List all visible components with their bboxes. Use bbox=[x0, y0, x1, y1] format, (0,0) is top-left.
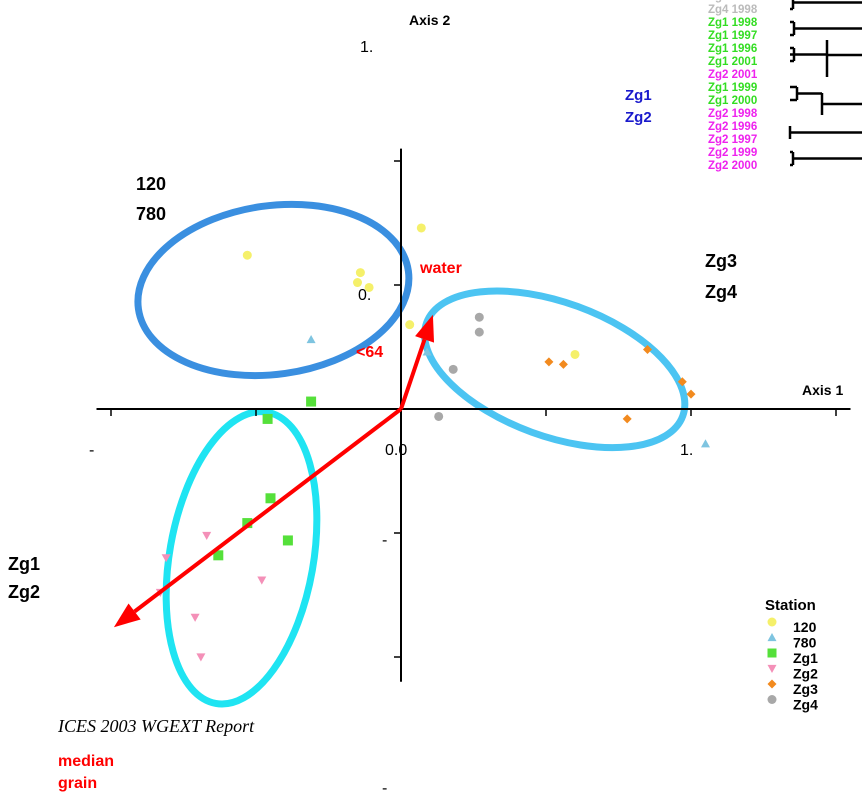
legend-marker bbox=[767, 679, 777, 689]
vector-arrowhead bbox=[415, 314, 435, 343]
legend-label: Zg4 bbox=[793, 697, 818, 713]
point-780 bbox=[701, 439, 710, 448]
dendrogram-leaf-label: Zg1 1999 bbox=[708, 82, 757, 94]
y-axis-title: Axis 2 bbox=[409, 12, 450, 28]
dendrogram-leaf-label: Zg2 1999 bbox=[708, 147, 757, 159]
vector-label-median-line1: median bbox=[58, 753, 114, 770]
dendrogram-leaf-label: Zg1 2000 bbox=[708, 95, 757, 107]
dendrogram-leaf-label: Zg4 1996 bbox=[708, 0, 757, 3]
group-label-zg4: Zg4 bbox=[705, 282, 737, 302]
dendrogram-leaf-label: Zg2 2000 bbox=[708, 160, 757, 172]
point-zg1 bbox=[262, 413, 273, 424]
cluster-label-zg2: Zg2 bbox=[625, 109, 652, 126]
group-label-120: 120 bbox=[136, 174, 166, 194]
dendrogram-leaf-label: Zg2 1996 bbox=[708, 121, 757, 133]
dendrogram-leaf-label: Zg2 2001 bbox=[708, 69, 758, 81]
group-ellipse bbox=[162, 408, 321, 708]
x-tick-label: 0.0 bbox=[385, 442, 407, 459]
point-zg2 bbox=[190, 613, 200, 622]
environmental-vectors bbox=[113, 314, 435, 628]
group-label-zg2: Zg2 bbox=[8, 582, 40, 602]
point-zg2 bbox=[196, 653, 206, 662]
annotation-lt64: <64 bbox=[356, 344, 383, 361]
point-zg3 bbox=[677, 377, 687, 387]
point-zg4 bbox=[448, 364, 458, 374]
vector-line bbox=[399, 338, 427, 410]
vector-arrowhead bbox=[113, 603, 141, 628]
dendrogram-leaf-label: Zg1 1996 bbox=[708, 43, 757, 55]
point-780 bbox=[422, 347, 432, 356]
y-tick-label: - bbox=[382, 532, 387, 549]
y-tick-label: - bbox=[382, 780, 387, 797]
point-120 bbox=[405, 320, 415, 330]
point-120 bbox=[416, 223, 426, 233]
point-zg1 bbox=[265, 493, 276, 504]
group-ellipse bbox=[134, 200, 413, 380]
point-zg2 bbox=[202, 531, 212, 540]
point-780 bbox=[306, 335, 316, 344]
group-label-zg3: Zg3 bbox=[705, 251, 737, 271]
x-axis-title: Axis 1 bbox=[802, 382, 843, 398]
dendrogram-leaf-label: Zg4 1998 bbox=[708, 4, 758, 16]
y-axis-ticks bbox=[394, 160, 401, 658]
dendrogram-leaf-label: Zg1 1998 bbox=[708, 17, 758, 29]
x-tick-label: - bbox=[89, 442, 94, 459]
legend-title: Station bbox=[765, 597, 816, 614]
point-zg2 bbox=[161, 554, 171, 563]
group-label-zg1: Zg1 bbox=[8, 554, 40, 574]
point-zg3 bbox=[622, 414, 632, 424]
group-ellipses bbox=[134, 200, 689, 708]
legend-marker bbox=[767, 648, 777, 658]
point-zg3 bbox=[544, 357, 554, 367]
point-zg3 bbox=[643, 344, 652, 354]
legend-marker bbox=[767, 633, 777, 642]
data-points bbox=[155, 223, 710, 662]
point-zg4 bbox=[474, 327, 484, 337]
dendrogram-leaf-label: Zg2 1997 bbox=[708, 134, 757, 146]
vector-label-median: median grain bbox=[58, 753, 118, 792]
legend-marker bbox=[767, 695, 777, 704]
footer-text: ICES 2003 WGEXT Report bbox=[57, 716, 255, 736]
axes: Axis 2 Axis 1 1. 0. - - - 0.0 1. bbox=[89, 12, 851, 797]
point-zg3 bbox=[558, 359, 568, 369]
point-zg1 bbox=[282, 535, 293, 546]
x-axis-ticks bbox=[110, 409, 837, 416]
vector-label-water: water bbox=[419, 260, 462, 277]
group-label-780: 780 bbox=[136, 204, 166, 224]
point-120 bbox=[353, 278, 362, 288]
legend-marker bbox=[767, 617, 777, 627]
dendrogram-leaf-label: Zg2 1998 bbox=[708, 108, 758, 120]
point-zg4 bbox=[474, 312, 484, 322]
legend-marker bbox=[767, 664, 777, 673]
legend-label: 120 bbox=[793, 619, 817, 635]
vector-label-median-line2: grain bbox=[58, 775, 97, 792]
cluster-label-zg1: Zg1 bbox=[625, 87, 652, 104]
point-zg1 bbox=[242, 518, 253, 529]
legend-label: Zg2 bbox=[793, 666, 818, 682]
point-120 bbox=[364, 282, 374, 292]
point-zg2 bbox=[257, 576, 267, 585]
y-tick-label: 1. bbox=[360, 39, 373, 56]
point-zg1 bbox=[213, 550, 224, 561]
legend-label: 780 bbox=[793, 635, 817, 651]
point-zg3 bbox=[686, 389, 696, 399]
point-120 bbox=[355, 268, 365, 278]
legend-label: Zg1 bbox=[793, 650, 818, 666]
point-120 bbox=[570, 349, 580, 359]
point-zg4 bbox=[434, 411, 444, 421]
point-zg1 bbox=[306, 396, 317, 407]
dendrogram-leaf-label: Zg1 1997 bbox=[708, 30, 757, 42]
dendrogram-leaf-label: Zg1 2001 bbox=[708, 56, 758, 68]
point-120 bbox=[242, 250, 252, 260]
x-tick-label: 1. bbox=[680, 442, 693, 459]
vector-line bbox=[133, 407, 403, 614]
legend-label: Zg3 bbox=[793, 681, 818, 697]
